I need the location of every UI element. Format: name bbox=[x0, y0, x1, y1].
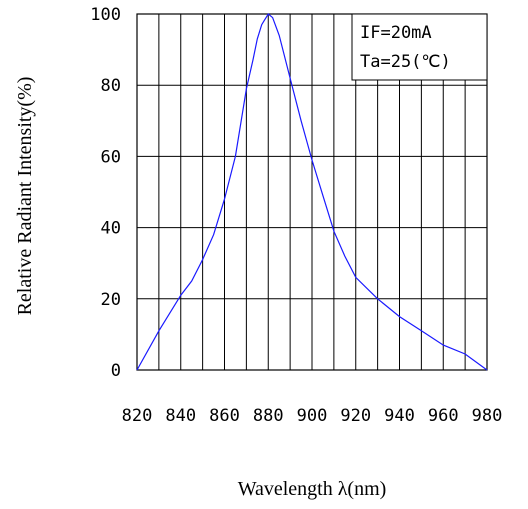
series-line bbox=[136, 13, 488, 371]
annotation-current: IF=20mA bbox=[360, 23, 432, 43]
x-tick-label: 940 bbox=[384, 406, 415, 426]
x-tick-label: 980 bbox=[472, 406, 503, 426]
annotation-box bbox=[351, 13, 488, 81]
y-tick-label: 100 bbox=[90, 5, 121, 25]
x-tick-labels: 820 840 860 880 900 920 940 960 980 bbox=[122, 406, 503, 426]
y-tick-label: 40 bbox=[101, 219, 121, 239]
plot-frame bbox=[136, 13, 488, 371]
y-tick-label: 80 bbox=[101, 76, 121, 96]
y-tick-labels: 0 20 40 60 80 100 bbox=[90, 5, 121, 381]
x-tick-label: 820 bbox=[122, 406, 153, 426]
x-tick-label: 920 bbox=[340, 406, 371, 426]
annotation-temperature: Ta=25(℃) bbox=[360, 52, 451, 72]
x-axis-title: Wavelength λ(nm) bbox=[238, 478, 387, 500]
y-tick-label: 20 bbox=[101, 290, 121, 310]
y-tick-label: 0 bbox=[111, 361, 121, 381]
x-tick-label: 900 bbox=[297, 406, 328, 426]
x-tick-label: 880 bbox=[253, 406, 284, 426]
x-tick-label: 840 bbox=[165, 406, 196, 426]
y-axis-title: Relative Radiant Intensity(%) bbox=[14, 77, 36, 316]
x-tick-label: 860 bbox=[209, 406, 240, 426]
y-tick-label: 60 bbox=[101, 147, 121, 167]
x-tick-label: 960 bbox=[428, 406, 459, 426]
